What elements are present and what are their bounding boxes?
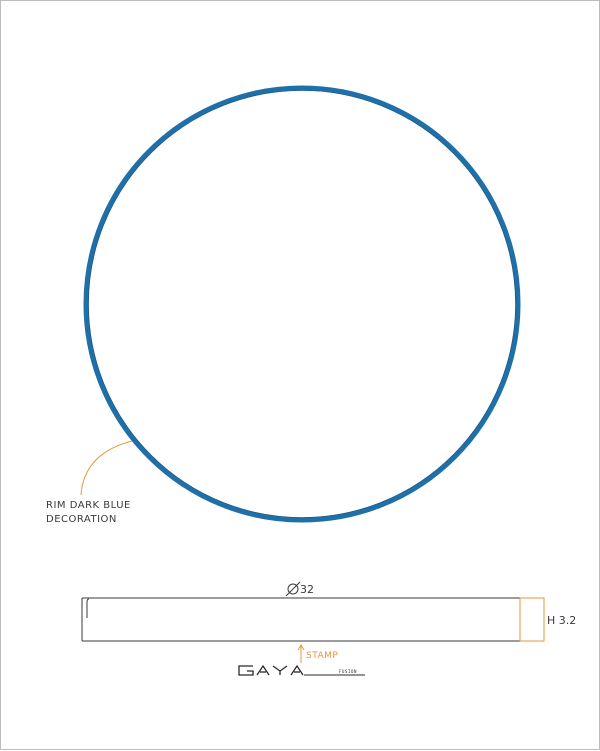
rim-note-line-2: DECORATION: [46, 514, 117, 525]
plate-rim-inner-edge: [88, 90, 516, 518]
gaya-fusion-logo: [238, 664, 365, 676]
plate-side-view: [81, 597, 521, 642]
logo-sub-text: FUSION: [339, 669, 357, 674]
height-value: H 3.2: [547, 614, 576, 627]
diameter-symbol-icon: [287, 583, 299, 595]
rim-note-line-1: RIM DARK BLUE: [46, 500, 131, 511]
diameter-value: 32: [300, 583, 314, 596]
stamp-pointer: [297, 644, 305, 663]
diameter-symbol-slash: [285, 581, 301, 597]
plate-top-view-rim: [83, 85, 521, 523]
diameter-dimension: 32: [285, 581, 314, 597]
rim-leader-line: [80, 440, 133, 496]
height-dimension-box: [519, 597, 545, 642]
side-view-lip: [86, 598, 90, 618]
stamp-label: STAMP: [306, 651, 338, 661]
